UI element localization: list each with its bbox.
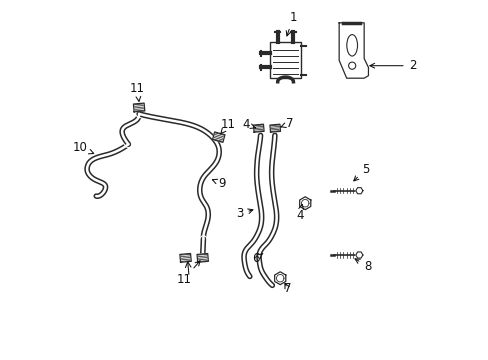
- Text: 9: 9: [212, 177, 225, 190]
- Text: 4: 4: [242, 118, 255, 131]
- Ellipse shape: [346, 35, 357, 56]
- Text: 7: 7: [283, 282, 290, 295]
- Polygon shape: [299, 197, 310, 210]
- Polygon shape: [133, 103, 144, 112]
- Text: 10: 10: [73, 141, 94, 154]
- Text: 6: 6: [252, 252, 262, 265]
- Polygon shape: [355, 188, 362, 194]
- Text: 4: 4: [296, 204, 303, 221]
- Text: 11: 11: [220, 118, 235, 134]
- Polygon shape: [197, 253, 208, 262]
- Text: 7: 7: [280, 117, 293, 130]
- Text: 1: 1: [285, 11, 297, 36]
- Polygon shape: [269, 124, 280, 132]
- Bar: [270, 42, 300, 78]
- Polygon shape: [253, 124, 264, 132]
- Polygon shape: [355, 252, 362, 258]
- Polygon shape: [274, 272, 285, 285]
- Polygon shape: [339, 23, 367, 78]
- Polygon shape: [180, 253, 191, 262]
- Text: 5: 5: [353, 163, 369, 181]
- Text: 11: 11: [130, 82, 144, 101]
- Polygon shape: [212, 132, 224, 142]
- Circle shape: [348, 62, 355, 69]
- Text: 11: 11: [176, 261, 200, 286]
- Text: 2: 2: [369, 59, 415, 72]
- Text: 8: 8: [354, 259, 371, 273]
- Text: 3: 3: [236, 207, 252, 220]
